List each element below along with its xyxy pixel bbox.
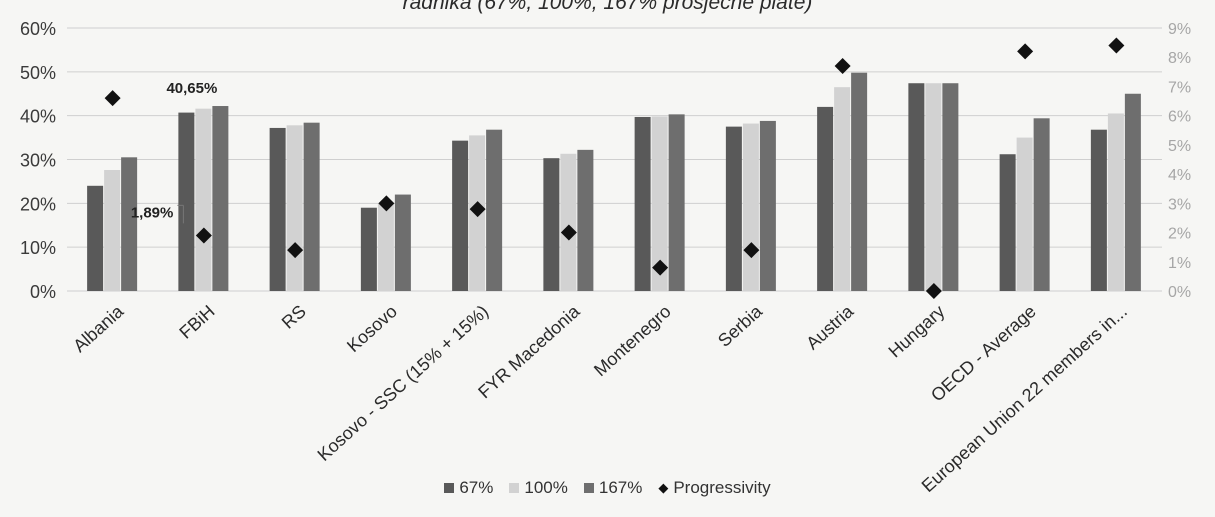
- progressivity-point: [1108, 37, 1125, 54]
- x-tick-label: Montenegro: [590, 301, 675, 380]
- y-left-tick-label: 30%: [20, 151, 56, 171]
- legend-label: Progressivity: [673, 478, 771, 497]
- bar-100%: [1107, 113, 1124, 291]
- y-right-tick-label: 8%: [1168, 50, 1191, 67]
- legend-entry: 67%: [444, 478, 493, 498]
- bar-67%: [543, 158, 560, 291]
- legend-swatch: [509, 483, 520, 493]
- y-right-tick-label: 9%: [1168, 21, 1191, 38]
- bar-100%: [742, 123, 759, 291]
- bar-167%: [851, 72, 868, 292]
- bar-167%: [303, 122, 320, 292]
- bar-100%: [1016, 137, 1033, 291]
- progressivity-point: [652, 259, 669, 276]
- legend-label: 67%: [459, 478, 494, 497]
- progressivity-point: [469, 201, 486, 218]
- legend-label: 167%: [598, 478, 643, 497]
- bar-100%: [651, 116, 668, 291]
- y-right-tick-label: 6%: [1168, 109, 1191, 126]
- y-left-tick-label: 50%: [20, 63, 56, 83]
- progressivity-point: [1017, 43, 1034, 60]
- bar-67%: [1090, 129, 1107, 291]
- bar-100%: [195, 108, 212, 291]
- y-left-tick-label: 0%: [30, 282, 56, 302]
- bar-67%: [634, 116, 651, 292]
- x-tick-label: Albania: [69, 300, 128, 356]
- y-right-tick-label: 5%: [1168, 138, 1191, 155]
- legend-label: 100%: [524, 478, 568, 497]
- progressivity-point: [834, 57, 851, 74]
- y-right-tick-label: 1%: [1168, 255, 1191, 272]
- legend-entry: 167%: [583, 478, 643, 498]
- legend-swatch: [444, 483, 455, 493]
- bar-100%: [286, 125, 303, 291]
- y-left-tick-label: 40%: [20, 107, 56, 127]
- x-tick-label: Austria: [802, 300, 858, 353]
- bar-167%: [212, 106, 229, 291]
- annotation-label: 1,89%: [131, 204, 174, 221]
- progressivity-point: [378, 195, 395, 212]
- legend-entry: ◆ Progressivity: [658, 478, 770, 498]
- bar-67%: [178, 112, 195, 292]
- y-left-tick-label: 10%: [20, 238, 56, 258]
- bar-167%: [577, 149, 594, 291]
- y-right-tick-label: 3%: [1168, 196, 1191, 213]
- progressivity-point: [195, 227, 212, 244]
- x-tick-label: FBiH: [175, 301, 218, 343]
- x-tick-label: Kosovo - SSC (15% + 15%): [313, 301, 492, 465]
- bar-67%: [452, 140, 469, 291]
- progressivity-point: [104, 90, 121, 107]
- y-left-tick-label: 20%: [20, 194, 56, 214]
- bar-67%: [725, 126, 742, 291]
- bar-67%: [908, 83, 925, 291]
- progressivity-point: [560, 224, 577, 241]
- bar-167%: [1033, 118, 1050, 292]
- bar-167%: [394, 194, 411, 291]
- annotation-label: 40,65%: [166, 80, 217, 97]
- y-right-tick-label: 0%: [1168, 284, 1191, 301]
- legend-entry: 100%: [509, 478, 568, 498]
- progressivity-point: [925, 283, 942, 299]
- y-right-tick-label: 4%: [1168, 167, 1191, 184]
- legend: 67% 100% 167% ◆ Progressivity: [0, 478, 1215, 498]
- bar-67%: [87, 185, 104, 291]
- bar-67%: [269, 127, 286, 291]
- bar-167%: [759, 120, 776, 291]
- bar-167%: [486, 129, 503, 291]
- bar-67%: [999, 154, 1016, 291]
- y-right-tick-label: 7%: [1168, 79, 1191, 96]
- bar-100%: [377, 203, 394, 291]
- bar-167%: [668, 114, 685, 291]
- x-tick-label: European Union 22 members in...: [918, 301, 1131, 496]
- y-left-tick-label: 60%: [20, 19, 56, 39]
- legend-swatch: [583, 483, 594, 493]
- progressivity-point: [287, 242, 304, 259]
- chart-title: radnika (67%, 100%, 167% prosječne plate…: [402, 0, 813, 14]
- bar-167%: [942, 83, 959, 291]
- progressivity-point: [743, 242, 760, 259]
- legend-diamond-marker: ◆: [658, 480, 669, 495]
- bar-167%: [1124, 93, 1141, 291]
- bar-100%: [834, 87, 851, 291]
- bar-100%: [104, 170, 121, 291]
- bar-67%: [817, 106, 834, 292]
- bar-67%: [360, 207, 377, 291]
- bar-167%: [121, 157, 138, 291]
- x-tick-label: Hungary: [885, 301, 949, 361]
- bar-100%: [560, 153, 577, 291]
- x-tick-label: RS: [278, 301, 310, 333]
- bar-100%: [925, 83, 942, 291]
- y-right-tick-label: 2%: [1168, 226, 1191, 243]
- x-tick-label: Serbia: [714, 300, 767, 350]
- x-tick-label: Kosovo: [343, 301, 401, 356]
